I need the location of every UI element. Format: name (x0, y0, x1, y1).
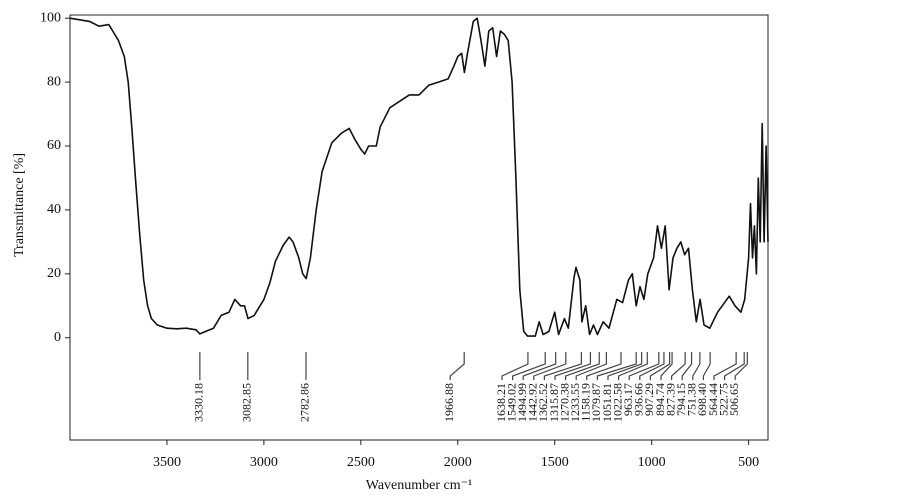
peak-label: 564.44 (706, 383, 720, 416)
y-tick-label: 60 (47, 138, 61, 153)
x-tick-label: 1500 (541, 455, 569, 470)
peak-label: 1494.99 (515, 383, 529, 422)
peak-label: 506.65 (727, 383, 741, 416)
peak-leader (586, 352, 622, 380)
peak-leader (565, 352, 600, 380)
peak-label: 698.40 (695, 383, 709, 416)
peak-label: 827.39 (663, 383, 677, 416)
peak-label: 1270.38 (557, 383, 571, 422)
peak-leader (607, 352, 643, 380)
peak-leader (702, 352, 711, 380)
y-tick-label: 80 (47, 74, 61, 89)
peak-label: 1549.02 (504, 383, 518, 422)
peak-leader (618, 352, 648, 380)
y-tick-label: 20 (47, 266, 61, 281)
peak-leader (575, 352, 607, 380)
peak-label: 907.29 (642, 383, 656, 416)
peak-label: 1362.52 (536, 383, 550, 422)
y-axis-label: Transmittance [%] (12, 153, 27, 257)
peak-label: 1966.88 (442, 383, 456, 422)
peak-leader (660, 352, 673, 380)
peak-label: 936.66 (632, 383, 646, 416)
y-tick-label: 100 (40, 10, 61, 25)
x-tick-label: 3500 (153, 455, 181, 470)
peak-label: 1079.87 (589, 383, 603, 422)
peak-leader (449, 352, 465, 380)
peak-leader (512, 352, 546, 380)
plot-frame (69, 14, 769, 441)
peak-label: 1233.55 (568, 383, 582, 422)
spectrum-line (69, 17, 769, 337)
peak-leader (554, 352, 592, 380)
x-tick-label: 3000 (250, 455, 278, 470)
peak-label: 894.74 (653, 383, 667, 416)
peak-leader (734, 352, 748, 380)
peak-leader (639, 352, 665, 380)
peak-label: 1051.81 (600, 383, 614, 422)
peak-leader (501, 352, 529, 380)
peak-leader (649, 352, 671, 380)
y-tick-label: 40 (47, 202, 61, 217)
peak-leader (596, 352, 637, 380)
x-axis-label: Wavenumber cm⁻¹ (366, 478, 472, 493)
peak-label: 963.17 (621, 383, 635, 416)
x-tick-label: 1000 (638, 455, 666, 470)
peak-label: 751.38 (685, 383, 699, 416)
peak-leader (543, 352, 582, 380)
peak-leader (671, 352, 686, 380)
peak-leader (522, 352, 557, 380)
peak-leader (724, 352, 745, 380)
y-tick-label: 0 (54, 330, 61, 345)
peak-label: 1158.19 (579, 383, 593, 422)
peak-leader (713, 352, 737, 380)
peak-leader (681, 352, 693, 380)
peak-label: 1638.21 (494, 383, 508, 422)
peak-label: 2782.86 (298, 383, 312, 422)
peak-label: 3082.85 (240, 383, 254, 422)
peak-label: 522.75 (716, 383, 730, 416)
x-tick-label: 500 (738, 455, 759, 470)
x-tick-label: 2000 (444, 455, 472, 470)
peak-label: 1315.87 (547, 383, 561, 422)
peak-label: 1442.92 (526, 383, 540, 422)
peak-label: 1022.58 (610, 383, 624, 422)
peak-leader (692, 352, 701, 380)
peak-label: 794.15 (674, 383, 688, 416)
peak-leader (628, 352, 660, 380)
peak-label: 3330.18 (192, 383, 206, 422)
peak-leader (533, 352, 567, 380)
x-tick-label: 2500 (347, 455, 375, 470)
